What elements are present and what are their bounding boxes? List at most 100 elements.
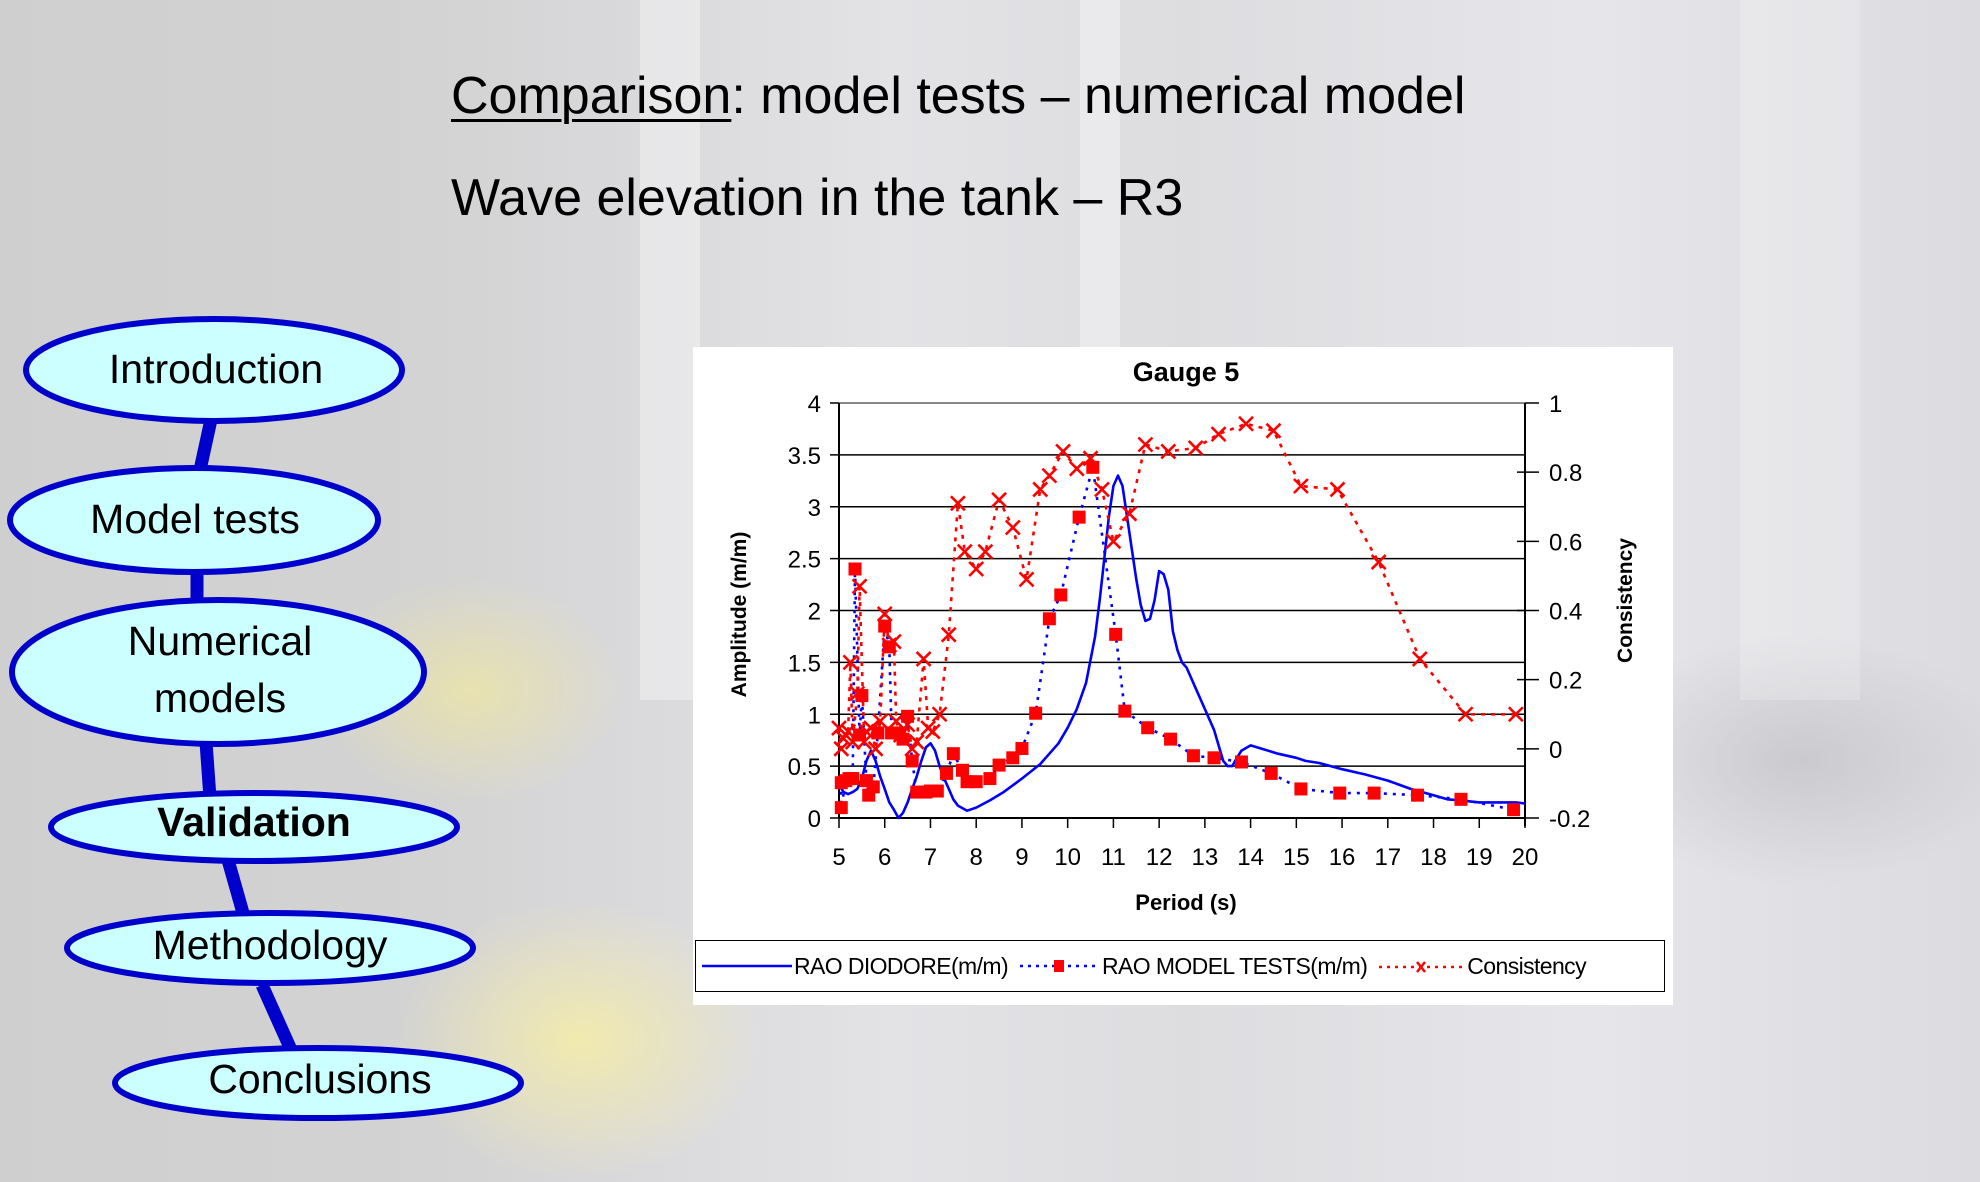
y-tick-label: 2 <box>808 599 821 626</box>
data-point-square <box>969 775 983 789</box>
data-point-square <box>1109 627 1123 641</box>
y-tick-label: 4 <box>808 391 821 418</box>
data-point-x <box>831 720 847 737</box>
x-tick-label: 12 <box>1146 844 1173 871</box>
nav-item-introduction[interactable]: Introduction <box>108 346 324 392</box>
x-tick-label: 13 <box>1192 844 1219 871</box>
data-point-x <box>931 706 948 723</box>
nav-item-methodology[interactable]: Methodology <box>152 922 388 968</box>
slide-title-underlined: Comparison <box>451 67 732 125</box>
slide-title-rest: : model tests – numerical model <box>731 67 1466 125</box>
data-point-square <box>1207 751 1221 765</box>
legend-x-marker-icon <box>1379 961 1466 973</box>
chart-panel: 0 0.5 1 1.5 2 2.5 3 3.5 4 -0.2 0 0.2 0.4 0.6 0.8 1 5 6 7 8 9… <box>693 347 1673 1005</box>
nav-item-numerical-models-line1[interactable]: Numerical <box>127 618 313 664</box>
series-line <box>837 422 1516 751</box>
data-point-x <box>1004 519 1021 536</box>
data-point-x <box>840 723 857 740</box>
data-point-square <box>1186 749 1200 763</box>
data-point-x <box>835 730 852 747</box>
data-point-x <box>904 740 921 757</box>
data-point-x <box>1265 422 1282 439</box>
nav-item-validation[interactable]: Validation <box>157 799 351 845</box>
x-tick-label: 19 <box>1466 844 1493 871</box>
data-point-square <box>1086 460 1100 474</box>
y2-tick-label: -0.2 <box>1549 806 1590 833</box>
nav-connector <box>221 858 252 922</box>
nav-item-model-tests[interactable]: Model tests <box>90 496 300 542</box>
x-tick-label: 10 <box>1054 844 1081 871</box>
data-point-square <box>1333 786 1347 800</box>
data-point-square <box>1015 741 1029 755</box>
y-tick-label: 1.5 <box>788 650 821 677</box>
data-point-x <box>1055 443 1072 460</box>
x-tick-label: 16 <box>1329 844 1356 871</box>
nav-connector <box>193 413 219 472</box>
series-line <box>837 474 1526 820</box>
data-point-x <box>1187 440 1204 456</box>
nav-item-conclusions[interactable]: Conclusions <box>208 1056 432 1102</box>
series-consistency <box>831 415 1524 757</box>
data-point-square <box>992 758 1006 772</box>
nav-ellipse-methodology[interactable] <box>64 910 476 986</box>
data-point-square <box>1367 786 1381 800</box>
data-point-square <box>866 780 880 794</box>
y-tick-label: 0.5 <box>788 754 821 781</box>
nav-ellipse-introduction[interactable] <box>23 316 405 424</box>
legend-label: RAO MODEL TESTS(m/m) <box>1102 952 1368 979</box>
navigation-flow <box>7 316 524 1121</box>
nav-item-numerical-models-line2[interactable]: models <box>153 675 287 721</box>
data-point-x <box>872 713 889 730</box>
data-point-x <box>863 720 879 737</box>
data-point-x <box>968 561 985 577</box>
data-point-x <box>888 713 905 730</box>
legend-item-model-tests: RAO MODEL TESTS(m/m) <box>1016 952 1368 980</box>
data-point-square <box>834 801 848 815</box>
chart-svg: 00.511.522.533.54-0.200.20.40.60.815 6 7 8 9… <box>728 357 1637 915</box>
nav-ellipse-model-tests[interactable] <box>7 465 381 575</box>
y-tick-label: 0 <box>808 806 821 833</box>
data-point-x <box>908 733 925 750</box>
data-point-x <box>1018 571 1035 588</box>
legend-label: RAO DIODORE(m/m) <box>794 952 1009 979</box>
data-point-square <box>848 562 862 576</box>
data-point-x <box>915 650 932 667</box>
legend-square-marker-icon <box>1020 960 1100 972</box>
nav-ellipse-conclusions[interactable] <box>112 1045 524 1121</box>
data-point-x <box>991 491 1007 508</box>
data-point-x <box>1160 443 1177 460</box>
data-point-x <box>956 543 973 560</box>
background-photo-detail <box>640 0 700 700</box>
data-point-square <box>1118 704 1132 718</box>
x-axis-title: Period (s) <box>1135 890 1236 915</box>
x-tick-label: 6 <box>878 844 891 871</box>
slide-title: Comparison: model tests – numerical mode… <box>451 66 1465 126</box>
data-point-square <box>1029 706 1043 720</box>
data-point-square <box>983 772 997 786</box>
nav-ellipse-numerical-models[interactable] <box>9 597 427 747</box>
data-point-square <box>939 766 953 780</box>
y-axis-title: Amplitude (m/m) <box>728 532 751 698</box>
x-tick-label: 7 <box>924 844 937 871</box>
data-point-square <box>1411 788 1425 802</box>
data-point-x <box>1292 478 1309 494</box>
data-point-square <box>946 747 960 761</box>
data-point-square <box>1141 721 1155 735</box>
data-point-x <box>842 654 859 671</box>
data-point-x <box>885 633 902 650</box>
legend-item-consistency: Consistency <box>1375 953 1587 980</box>
data-point-square <box>1164 732 1178 746</box>
legend-line-solid-icon <box>702 964 792 968</box>
data-point-x <box>1329 481 1346 498</box>
data-point-square <box>955 763 969 777</box>
y-tick-label: 2.5 <box>788 547 821 574</box>
data-point-x <box>844 733 861 750</box>
nav-ellipse-validation[interactable] <box>48 790 460 864</box>
series-rao-model-tests <box>834 460 1521 817</box>
slide-subtitle: Wave elevation in the tank – R3 <box>451 169 1184 227</box>
x-tick-label: 11 <box>1101 844 1126 871</box>
y2-tick-label: 0 <box>1549 737 1562 764</box>
y2-tick-label: 0.6 <box>1549 529 1582 556</box>
data-point-x <box>876 606 893 622</box>
chart-title: Gauge 5 <box>1133 357 1240 387</box>
